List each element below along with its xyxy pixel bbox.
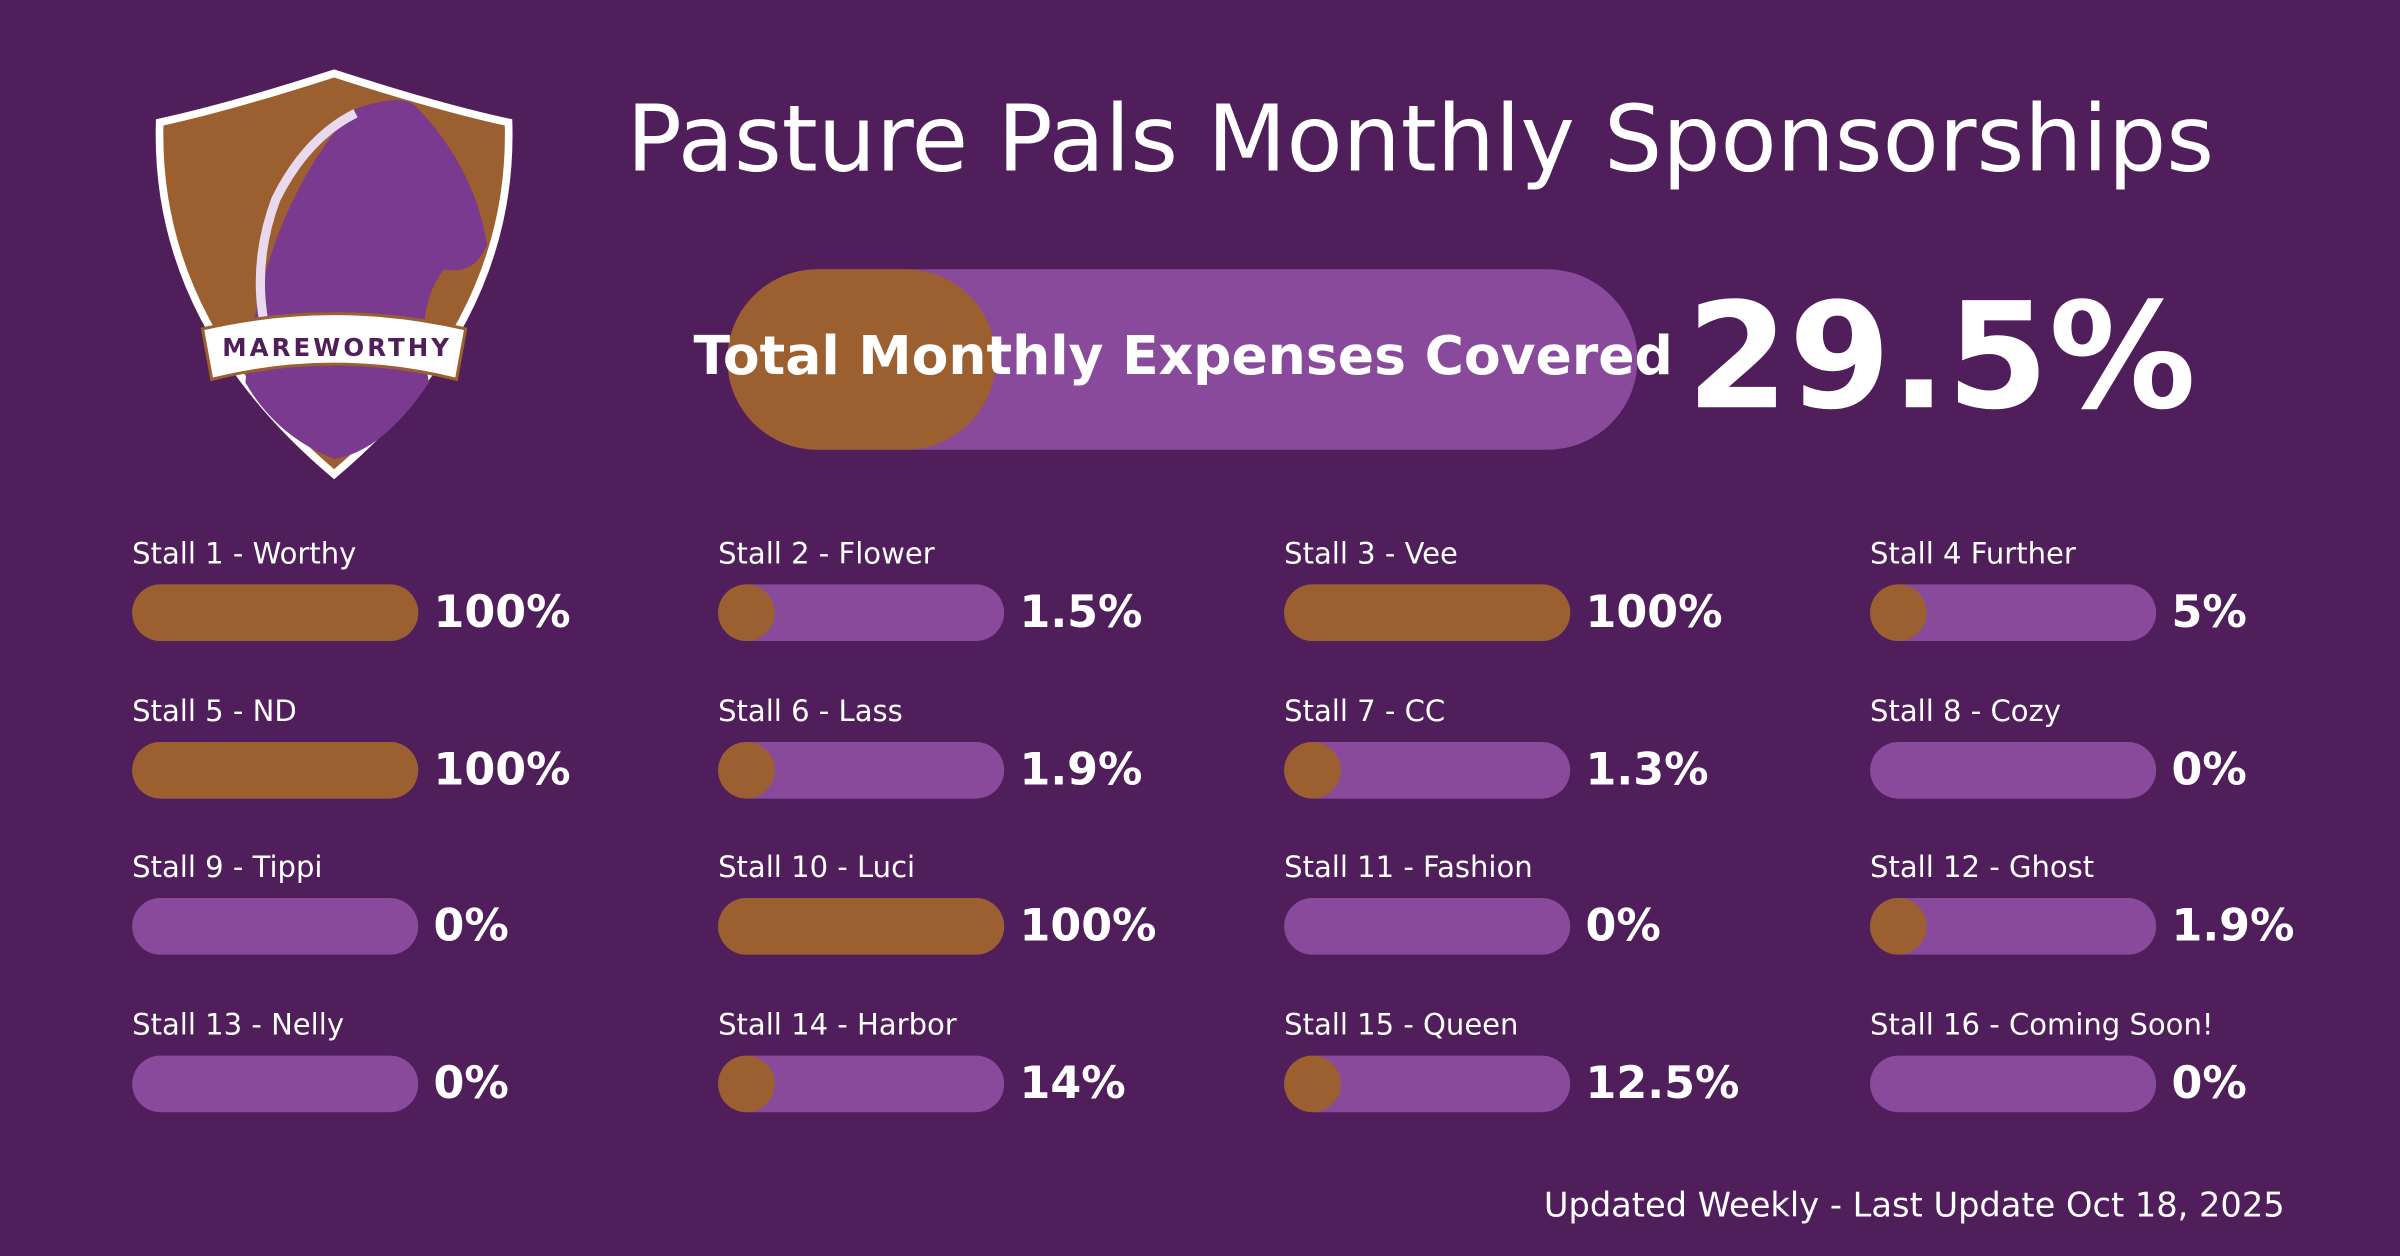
bar-fill [718, 898, 1005, 955]
total-value: 29.5% [1686, 271, 2196, 442]
bar-track [1284, 741, 1571, 799]
value-label: 0% [1586, 901, 1661, 952]
stall-label: Stall 8 - Cozy [1870, 694, 2061, 728]
stall-label: Stall 1 - Worthy [132, 536, 356, 570]
stall-label: Stall 16 - Coming Soon! [1870, 1008, 2213, 1042]
stall-label: Stall 12 - Ghost [1870, 850, 2094, 884]
value-label: 100% [1586, 587, 1723, 638]
stall-label: Stall 3 - Vee [1284, 536, 1458, 570]
total-label: Total Monthly Expenses Covered [693, 324, 1672, 387]
value-label: 1.9% [1019, 745, 1142, 796]
bar-track [718, 584, 1005, 642]
stall-label: Stall 13 - Nelly [132, 1008, 344, 1042]
value-label: 0% [434, 901, 509, 952]
footer: Updated Weekly - Last Update Oct 18, 202… [1544, 1186, 2285, 1225]
bar-fill [1284, 741, 1341, 799]
stall-label: Stall 15 - Queen [1284, 1008, 1518, 1042]
value-label: 100% [434, 587, 571, 638]
stall-label: Stall 9 - Tippi [132, 850, 322, 884]
bar-fill [1284, 1055, 1341, 1113]
stall-label: Stall 7 - CC [1284, 694, 1445, 728]
bar-fill [718, 741, 775, 799]
bar-fill [132, 584, 419, 642]
bar-track [1284, 898, 1571, 955]
bar-fill [718, 1055, 775, 1113]
chart-title: Pasture Pals Monthly Sponsorships [627, 86, 2215, 193]
bar-track [1870, 584, 2157, 642]
value-label: 1.9% [2171, 901, 2294, 952]
bar-fill [1870, 898, 1927, 955]
bar-track [1870, 741, 2157, 799]
bar-fill [1284, 584, 1571, 642]
bar-track [718, 1055, 1005, 1113]
value-label: 5% [2171, 587, 2246, 638]
value-label: 100% [1019, 901, 1156, 952]
value-label: 0% [2171, 1058, 2246, 1109]
stall-label: Stall 4 Further [1870, 536, 2076, 570]
bar-fill [132, 741, 419, 799]
stall-label: Stall 14 - Harbor [718, 1008, 957, 1042]
value-label: 1.3% [1586, 745, 1709, 796]
value-label: 1.5% [1019, 587, 1142, 638]
value-label: 100% [434, 745, 571, 796]
stall-label: Stall 11 - Fashion [1284, 850, 1533, 884]
bar-track [1284, 1055, 1571, 1113]
bar-fill [727, 269, 996, 450]
value-label: 14% [1019, 1058, 1125, 1109]
bar-track [132, 898, 419, 955]
bar-track [132, 1055, 419, 1113]
stall-label: Stall 2 - Flower [718, 536, 935, 570]
bar-fill [1870, 584, 1927, 642]
stall-label: Stall 6 - Lass [718, 694, 903, 728]
bar-track [1870, 1055, 2157, 1113]
value-label: 12.5% [1586, 1058, 1740, 1109]
value-label: 0% [434, 1058, 509, 1109]
bar-track [718, 741, 1005, 799]
bar-track [1870, 898, 2157, 955]
stall-label: Stall 5 - ND [132, 694, 297, 728]
logo: MAREWORTHY [155, 69, 513, 480]
bar-fill [718, 584, 775, 642]
value-label: 0% [2171, 745, 2246, 796]
stall-label: Stall 10 - Luci [718, 850, 915, 884]
logo-text: MAREWORTHY [222, 333, 452, 362]
